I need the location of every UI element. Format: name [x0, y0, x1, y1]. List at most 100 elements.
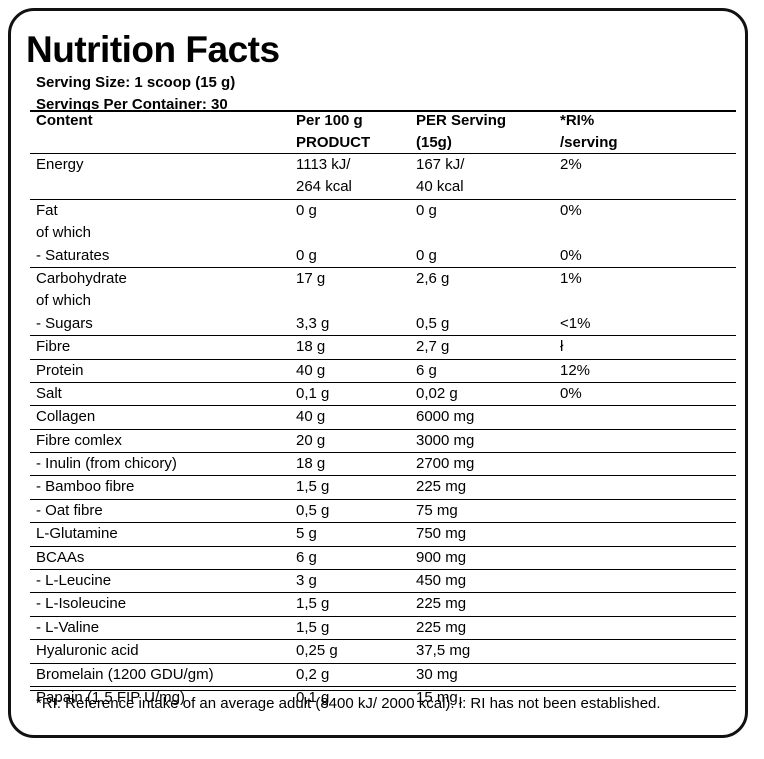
per-serving-value: 40 kcal [416, 178, 464, 196]
row-line: - Saturates 0 g 0 g 0% [30, 245, 736, 267]
per-100g-value: 264 kcal [296, 178, 352, 196]
per-100g-value: 40 g [296, 408, 326, 426]
per-serving-value: 0 g [416, 201, 437, 219]
footnote: *RI: Reference intake of an average adul… [36, 695, 661, 712]
nutrient-name: Protein [36, 361, 84, 379]
table-row: - Bamboo fibre 1,5 g 225 mg [30, 476, 736, 500]
row-line: Bromelain (1200 GDU/gm) 0,2 g 30 mg [30, 664, 736, 686]
nutrient-name: Collagen [36, 408, 96, 426]
nutrient-name: of which [36, 292, 92, 310]
table-row: - Oat fibre 0,5 g 75 mg [30, 500, 736, 524]
table-row: - Inulin (from chicory) 18 g 2700 mg [30, 453, 736, 477]
per-serving-value: 167 kJ/ [416, 156, 465, 173]
nutrient-name: - Bamboo fibre [36, 478, 135, 496]
table-row: Papain (1,5 FIP U/mg) 0,1 g 15 mg [30, 687, 736, 709]
nutrient-name: - Saturates [36, 246, 110, 264]
nutrient-name: Fibre comlex [36, 431, 122, 449]
header-top-rule [30, 110, 736, 112]
row-line: - L-Isoleucine 1,5 g 225 mg [30, 593, 736, 615]
table-row: - L-Valine 1,5 g 225 mg [30, 617, 736, 641]
ri-percent: <1% [560, 314, 591, 332]
per-serving-value: 0,5 g [416, 314, 450, 332]
header-ri-line1: *RI% [560, 112, 595, 129]
row-line: Energy 1113 kJ/167 kJ/2% [30, 154, 736, 176]
table-header: Content Per 100 g PRODUCT PER Serving (1… [30, 110, 736, 154]
table-row: Carbohydrate 17 g 2,6 g 1% of which - Sugars 3… [30, 268, 736, 337]
per-100g-value: 0,1 g [296, 384, 330, 402]
per-100g-value: 0,25 g [296, 642, 338, 660]
header-bottom-rule [30, 153, 736, 154]
row-line: Protein 40 g 6 g 12% [30, 360, 736, 382]
per-100g-value: 5 g [296, 525, 317, 543]
nutrient-name: BCAAs [36, 548, 85, 566]
per-100g-value: 18 g [296, 455, 326, 473]
per-serving-value: 6000 mg [416, 408, 475, 426]
ri-percent: 2% [560, 156, 582, 173]
per-serving-value: 225 mg [416, 478, 467, 496]
nutrient-name: of which [36, 224, 92, 242]
nutrient-name: - L-Isoleucine [36, 595, 127, 613]
table-row: Hyaluronic acid 0,25 g 37,5 mg [30, 640, 736, 664]
table-row: Fibre comlex 20 g 3000 mg [30, 430, 736, 454]
header-perserving-line2: (15g) [416, 134, 452, 151]
row-line: - Bamboo fibre 1,5 g 225 mg [30, 476, 736, 498]
ri-percent: 0% [560, 246, 582, 264]
row-line: Papain (1,5 FIP U/mg) 0,1 g 15 mg [30, 687, 736, 709]
per-100g-value: 17 g [296, 269, 326, 287]
nutrient-name: Fibre [36, 338, 71, 356]
row-line: Fat 0 g 0 g 0% [30, 200, 736, 222]
nutrient-name: Carbohydrate [36, 269, 127, 287]
per-100g-value: 0 g [296, 246, 317, 264]
per-100g-value: 6 g [296, 548, 317, 566]
header-content: Content [36, 112, 93, 129]
table-bottom-rule [30, 690, 736, 691]
per-serving-value: 225 mg [416, 618, 467, 636]
nutrient-table: Energy 1113 kJ/167 kJ/2% 264 kcal 40 kcal Fa… [30, 154, 736, 709]
table-row: Salt 0,1 g 0,02 g 0% [30, 383, 736, 407]
per-serving-value: 2,6 g [416, 269, 450, 287]
row-line: Hyaluronic acid 0,25 g 37,5 mg [30, 640, 736, 662]
row-line: - Oat fibre 0,5 g 75 mg [30, 500, 736, 522]
nutrient-name: L-Glutamine [36, 525, 118, 543]
page-title: Nutrition Facts [26, 29, 280, 70]
per-100g-value: 0,5 g [296, 501, 330, 519]
ri-percent: 0% [560, 201, 582, 219]
per-100g-value: 18 g [296, 338, 326, 356]
row-line: Fibre 18 g 2,7 g ł [30, 336, 736, 358]
servings-per-container: Servings Per Container: 30 [36, 96, 228, 113]
per-serving-value: 750 mg [416, 525, 467, 543]
table-row: Bromelain (1200 GDU/gm) 0,2 g 30 mg [30, 664, 736, 687]
per-serving-value: 0 g [416, 246, 437, 264]
per-serving-value: 900 mg [416, 548, 467, 566]
per-serving-value: 0,02 g [416, 384, 458, 402]
row-line: Salt 0,1 g 0,02 g 0% [30, 383, 736, 405]
per-100g-value: 0,1 g [296, 688, 330, 706]
table-row: Fibre 18 g 2,7 g ł [30, 336, 736, 360]
header-per100-line2: PRODUCT [296, 134, 371, 151]
serving-size: Serving Size: 1 scoop (15 g) [36, 74, 236, 91]
table-row: Energy 1113 kJ/167 kJ/2% 264 kcal 40 kcal [30, 154, 736, 200]
ri-percent: ł [560, 338, 564, 356]
per-serving-value: 450 mg [416, 572, 467, 590]
per-serving-value: 15 mg [416, 688, 458, 706]
nutrient-name: Fat [36, 201, 58, 219]
per-serving-value: 37,5 mg [416, 642, 471, 660]
row-line: - L-Valine 1,5 g 225 mg [30, 617, 736, 639]
table-row: L-Glutamine 5 g 750 mg [30, 523, 736, 547]
header-ri-line2: /serving [560, 134, 618, 151]
ri-percent: 12% [560, 361, 591, 379]
per-100g-value: 1,5 g [296, 478, 330, 496]
row-line: 264 kcal 40 kcal [30, 176, 736, 198]
per-serving-value: 2,7 g [416, 338, 450, 356]
table-row: - L-Isoleucine 1,5 g 225 mg [30, 593, 736, 617]
table-row: - L-Leucine 3 g 450 mg [30, 570, 736, 594]
nutrient-name: - Inulin (from chicory) [36, 455, 177, 473]
nutrient-name: Energy [36, 156, 84, 173]
per-100g-value: 3 g [296, 572, 317, 590]
per-serving-value: 225 mg [416, 595, 467, 613]
row-line: L-Glutamine 5 g 750 mg [30, 523, 736, 545]
nutrient-name: - Sugars [36, 314, 93, 332]
table-row: BCAAs 6 g 900 mg [30, 547, 736, 571]
nutrient-name: - L-Leucine [36, 572, 112, 590]
table-row: Fat 0 g 0 g 0% of which - Saturates 0 g 0 g 0% [30, 200, 736, 268]
